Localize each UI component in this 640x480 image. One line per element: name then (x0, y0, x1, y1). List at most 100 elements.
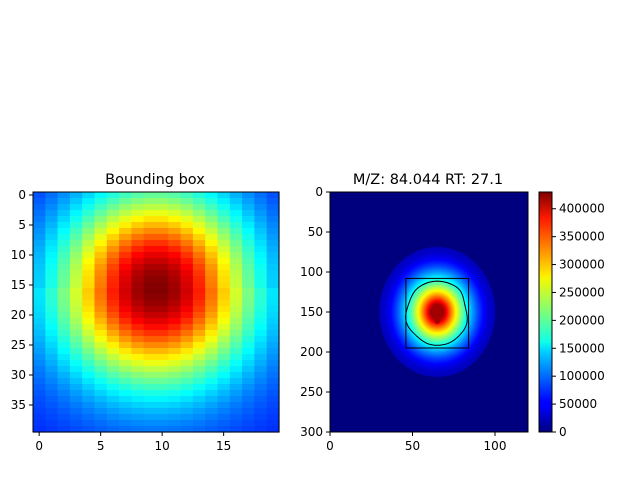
heatmap-cell (205, 288, 219, 295)
heatmap-cell (143, 288, 157, 295)
heatmap-cell (266, 228, 280, 235)
heatmap-cell (143, 324, 157, 331)
heatmap-cell (69, 204, 83, 211)
heatmap-cell (69, 282, 83, 289)
heatmap-cell (266, 312, 280, 319)
heatmap-cell (266, 330, 280, 337)
heatmap-cell (119, 372, 132, 379)
x-tick-label: 0 (35, 439, 43, 453)
heatmap-cell (82, 192, 96, 199)
heatmap-cell (205, 312, 219, 319)
y-tick-label: 50 (308, 225, 323, 239)
heatmap-cell (82, 222, 96, 229)
heatmap-cell (156, 318, 169, 325)
x-tick-label: 5 (97, 439, 105, 453)
heatmap-cell (180, 306, 194, 313)
heatmap-cell (33, 354, 46, 361)
heatmap-cell (119, 240, 132, 247)
heatmap-cell (168, 372, 182, 379)
intensity-heatmap: M/Z: 84.044 RT: 27.1 0 50 100 0 50 100 150 200 2… (300, 172, 529, 453)
y-tick-label: 200 (300, 345, 323, 359)
heatmap-cell (254, 360, 268, 367)
heatmap-cell (242, 372, 255, 379)
colorbar-ticks: 0 50000 100000 150000 200000 250000 300000 3500… (552, 202, 605, 439)
heatmap-cell (266, 282, 280, 289)
heatmap-cell (69, 294, 83, 301)
heatmap-cell (242, 192, 255, 199)
heatmap-cell (119, 366, 132, 373)
heatmap-cell (192, 366, 206, 373)
colorbar: 0 50000 100000 150000 200000 250000 300000 3500… (538, 191, 605, 439)
heatmap-cell (192, 192, 206, 199)
heatmap-cell (106, 336, 120, 343)
heatmap-cell (119, 228, 132, 235)
heatmap-cell (106, 330, 120, 337)
heatmap-cell (143, 420, 157, 427)
heatmap-cell (266, 426, 280, 433)
heatmap-cell (143, 306, 157, 313)
heatmap-cell (45, 360, 59, 367)
heatmap-cell (156, 282, 169, 289)
heatmap-cell (180, 246, 194, 253)
heatmap-cell (242, 234, 255, 241)
heatmap-cell (229, 240, 243, 247)
heatmap-cell (242, 204, 255, 211)
heatmap-cell (69, 306, 83, 313)
heatmap-cell (82, 228, 96, 235)
intensity-blob (379, 247, 496, 377)
heatmap-cell (106, 246, 120, 253)
heatmap-cell (180, 372, 194, 379)
heatmap-cell (106, 234, 120, 241)
heatmap-cell (192, 246, 206, 253)
heatmap-cell (229, 294, 243, 301)
heatmap-cell (192, 312, 206, 319)
heatmap-cell (82, 270, 96, 277)
heatmap-cell (45, 306, 59, 313)
heatmap-cell (143, 312, 157, 319)
heatmap-cell (266, 342, 280, 349)
heatmap-cell (131, 390, 145, 397)
x-tick-label: 0 (326, 439, 334, 453)
heatmap-cell (119, 264, 132, 271)
heatmap-cell (180, 264, 194, 271)
heatmap-cell (180, 228, 194, 235)
heatmap-cell (143, 216, 157, 223)
heatmap-cell (254, 396, 268, 403)
heatmap-cell (254, 276, 268, 283)
heatmap-cell (192, 240, 206, 247)
heatmap-cell (69, 300, 83, 307)
heatmap-cell (168, 258, 182, 265)
heatmap-cell (217, 300, 231, 307)
heatmap-cell (266, 294, 280, 301)
heatmap-cell (131, 426, 145, 433)
heatmap-cell (229, 276, 243, 283)
heatmap-cell (168, 354, 182, 361)
heatmap-cell (180, 288, 194, 295)
heatmap-cell (106, 270, 120, 277)
heatmap-cell (82, 330, 96, 337)
heatmap-cell (57, 354, 71, 361)
heatmap-cell (266, 414, 280, 421)
heatmap-cell (156, 288, 169, 295)
heatmap-cell (266, 222, 280, 229)
heatmap-cell (45, 240, 59, 247)
heatmap-cell (266, 348, 280, 355)
heatmap-cell (106, 210, 120, 217)
heatmap-cell (217, 324, 231, 331)
heatmap-cell (229, 402, 243, 409)
heatmap-cell (69, 234, 83, 241)
y-tick-label: 35 (11, 398, 26, 412)
heatmap-cell (57, 348, 71, 355)
y-tick-label: 25 (11, 338, 26, 352)
heatmap-cell (57, 318, 71, 325)
heatmap-cell (94, 420, 108, 427)
heatmap-cell (229, 192, 243, 199)
heatmap-cell (94, 216, 108, 223)
heatmap-cell (168, 342, 182, 349)
heatmap-cell (156, 306, 169, 313)
heatmap-cell (168, 240, 182, 247)
heatmap-cell (168, 414, 182, 421)
heatmap-cell (33, 192, 46, 199)
heatmap-cell (33, 384, 46, 391)
heatmap-cell (94, 306, 108, 313)
